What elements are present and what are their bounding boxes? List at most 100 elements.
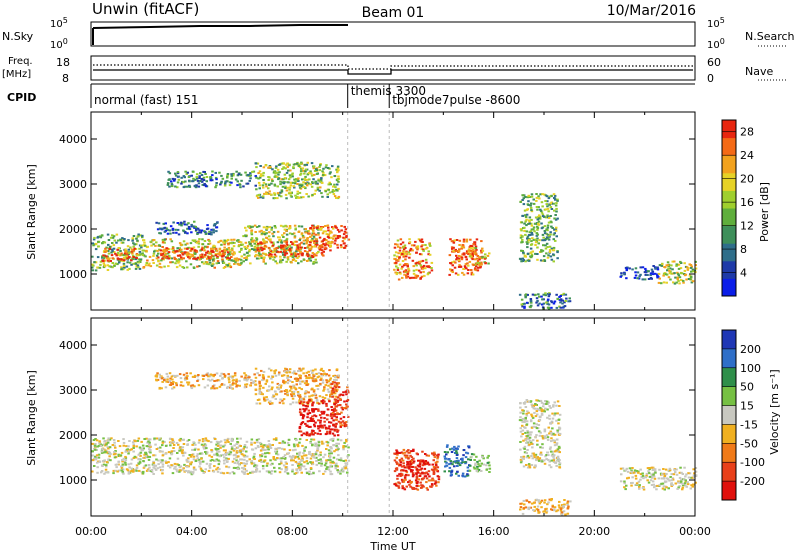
data-cell <box>333 407 336 410</box>
data-cell <box>405 485 408 488</box>
data-cell <box>324 190 328 193</box>
data-cell <box>167 451 171 454</box>
data-cell <box>293 372 296 375</box>
data-cell <box>529 298 533 300</box>
data-cell <box>208 464 211 467</box>
data-cell <box>418 262 421 265</box>
data-cell <box>254 246 257 249</box>
data-cell <box>526 252 530 255</box>
data-cell <box>337 180 340 183</box>
data-cell <box>344 244 348 247</box>
data-cell <box>311 369 315 372</box>
data-cell <box>276 250 279 253</box>
data-cell <box>524 255 527 258</box>
data-cell <box>336 243 339 246</box>
data-cell <box>145 437 148 440</box>
data-cell <box>199 180 202 182</box>
data-cell <box>105 461 109 464</box>
data-cell <box>234 178 238 181</box>
data-cell <box>465 240 469 243</box>
data-cell <box>134 440 137 443</box>
data-cell <box>258 402 262 405</box>
data-cell <box>347 415 350 418</box>
data-cell <box>172 247 175 250</box>
data-cell <box>245 256 248 259</box>
data-cell <box>325 239 328 242</box>
data-cell <box>182 175 186 178</box>
data-cell <box>451 264 454 267</box>
data-cell <box>302 414 305 417</box>
data-cell <box>689 266 693 269</box>
data-cell <box>198 439 201 442</box>
data-cell <box>223 241 227 244</box>
data-cell <box>317 444 321 447</box>
data-cell <box>336 449 339 452</box>
data-cell <box>246 378 250 381</box>
data-cell <box>319 163 322 166</box>
data-cell <box>192 177 195 180</box>
data-cell <box>233 374 237 377</box>
data-cell <box>171 228 174 231</box>
data-cell <box>322 174 325 176</box>
data-cell <box>192 471 195 474</box>
data-cell <box>332 185 335 188</box>
data-cell <box>294 260 298 262</box>
data-cell <box>167 265 170 268</box>
data-cell <box>231 247 234 250</box>
data-cell <box>339 470 342 473</box>
data-cell <box>282 248 286 251</box>
data-cell <box>282 398 286 401</box>
data-cell <box>243 471 246 474</box>
data-cell <box>178 242 182 245</box>
data-cell <box>286 246 290 249</box>
data-cell <box>305 431 309 434</box>
data-cell <box>280 244 283 247</box>
data-cell <box>272 241 275 244</box>
data-cell <box>396 239 400 242</box>
data-cell <box>261 195 265 198</box>
data-cell <box>250 229 253 232</box>
data-cell <box>473 252 477 255</box>
data-cell <box>555 210 558 213</box>
data-cell <box>102 250 106 253</box>
data-cell <box>282 374 286 377</box>
data-cell <box>170 452 174 455</box>
data-cell <box>234 261 237 264</box>
data-cell <box>645 271 648 274</box>
data-cell <box>92 238 96 241</box>
data-cell <box>347 238 351 241</box>
data-cell <box>550 306 553 309</box>
data-cell <box>131 239 134 242</box>
data-cell <box>287 379 290 382</box>
data-cell <box>399 461 403 464</box>
data-cell <box>429 479 432 482</box>
data-cell <box>465 252 468 255</box>
data-cell <box>190 453 194 456</box>
data-cell <box>325 164 328 167</box>
data-cell <box>121 460 124 463</box>
data-cell <box>303 449 306 452</box>
data-cell <box>142 266 145 269</box>
data-cell <box>308 249 311 252</box>
data-cell <box>183 451 187 454</box>
data-cell <box>223 246 226 249</box>
data-cell <box>209 179 212 182</box>
data-cell <box>177 260 181 263</box>
data-cell <box>323 417 326 420</box>
data-cell <box>430 483 434 486</box>
data-cell <box>274 255 278 258</box>
data-cell <box>271 250 275 253</box>
data-cell <box>690 265 693 268</box>
data-cell <box>559 295 562 297</box>
data-cell <box>127 471 131 473</box>
data-cell <box>215 184 218 187</box>
data-cell <box>242 468 246 471</box>
data-cell <box>532 228 535 231</box>
data-cell <box>656 273 659 276</box>
data-cell <box>258 184 262 187</box>
data-cell <box>339 439 343 442</box>
data-cell <box>319 164 322 167</box>
data-cell <box>455 258 458 261</box>
data-cell <box>537 220 541 223</box>
data-cell <box>268 226 272 229</box>
